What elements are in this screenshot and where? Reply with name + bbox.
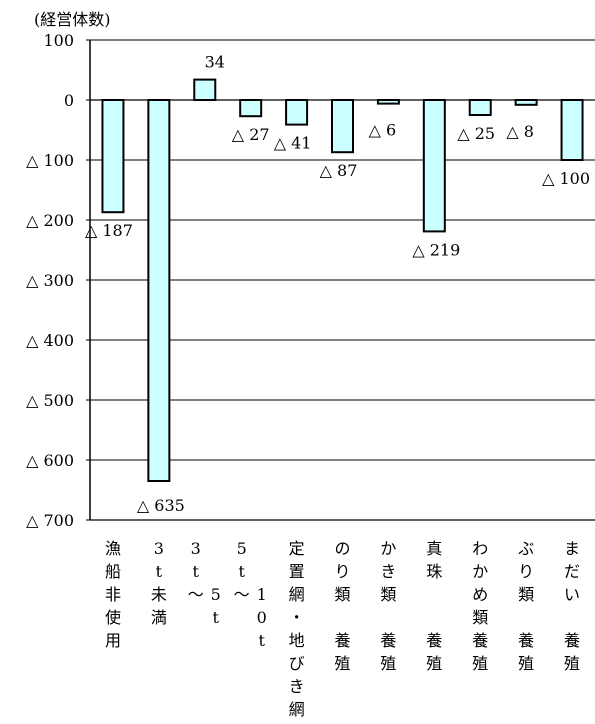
category-label-char: り <box>518 562 534 581</box>
category-label-char: 真 <box>426 539 442 558</box>
category-label-char: 養 <box>518 631 534 650</box>
category-label-char: 3 <box>154 539 164 558</box>
y-tick-label: △ 400 <box>26 331 74 350</box>
data-label: △ 41 <box>274 134 312 153</box>
category-label-char: 類 <box>334 585 350 604</box>
category-label-char: か <box>380 539 396 558</box>
category-label-char: 網 <box>289 700 305 719</box>
category-label-char: き <box>289 677 305 696</box>
category-label-char: き <box>380 562 396 581</box>
category-label-char: 〜 <box>188 585 204 604</box>
data-label: △ 27 <box>232 125 270 144</box>
bar <box>285 99 309 126</box>
category-label-char: 養 <box>426 631 442 650</box>
category-label-char: 殖 <box>380 654 396 673</box>
y-tick-label: △ 300 <box>26 271 74 290</box>
y-tick-label: △ 500 <box>26 391 74 410</box>
bar <box>193 78 217 101</box>
y-tick-label: 0 <box>64 91 74 110</box>
category-label-char: ぶ <box>518 539 534 558</box>
y-tick-label: △ 600 <box>26 451 74 470</box>
category-label-char: 定 <box>289 539 305 558</box>
category-label-char: 類 <box>472 608 488 627</box>
category-label-char: 使 <box>105 608 121 627</box>
category-label-char: 養 <box>380 631 396 650</box>
category-label-char: だ <box>564 562 580 581</box>
data-label: △ 8 <box>506 122 534 141</box>
category-label-char: 用 <box>105 631 121 650</box>
category-label-char: の <box>334 539 350 558</box>
data-label: △ 87 <box>320 161 358 180</box>
data-label: 34 <box>205 53 225 72</box>
category-label-char: 網 <box>289 585 305 604</box>
category-label-char: 0 <box>257 608 267 627</box>
data-label: △ 219 <box>412 240 460 259</box>
category-label-char: 非 <box>105 585 121 604</box>
category-label-char: び <box>289 654 305 673</box>
category-label-char: 5 <box>211 585 221 604</box>
category-label-char: め <box>472 585 488 604</box>
category-label-char: 養 <box>334 631 350 650</box>
y-tick-label: △ 200 <box>26 211 74 230</box>
category-label-char: 5 <box>237 539 247 558</box>
category-label-char: い <box>564 585 580 604</box>
y-tick-label: △ 100 <box>26 151 74 170</box>
data-label: △ 25 <box>457 124 495 143</box>
bar <box>422 99 446 233</box>
category-label-char: わ <box>472 539 488 558</box>
category-label-char: 3 <box>191 539 201 558</box>
bar <box>468 99 492 116</box>
data-label: △ 6 <box>369 121 397 140</box>
data-label: △ 187 <box>85 221 133 240</box>
category-label-char: 船 <box>105 562 121 581</box>
category-label-char: 満 <box>151 608 167 627</box>
category-label-char: t <box>156 562 163 581</box>
bar <box>376 99 400 105</box>
category-label-char: 漁 <box>105 539 121 558</box>
category-label-char: 1 <box>257 585 267 604</box>
category-label-char: 殖 <box>472 654 488 673</box>
bar <box>147 99 171 482</box>
category-label-char: 殖 <box>426 654 442 673</box>
y-tick-label: 100 <box>43 31 74 50</box>
y-axis-unit-label: (経営体数) <box>34 10 111 29</box>
bar <box>331 99 354 154</box>
category-label-char: 類 <box>518 585 534 604</box>
category-label-char: t <box>238 562 245 581</box>
category-label-char: 殖 <box>334 654 350 673</box>
y-tick-label: △ 700 <box>26 511 74 530</box>
category-label-char: 珠 <box>426 562 442 581</box>
category-label-char: 殖 <box>564 654 580 673</box>
category-label-char: か <box>472 562 488 581</box>
category-label-char: 置 <box>289 562 305 581</box>
bar <box>560 99 584 161</box>
bar <box>239 99 263 118</box>
category-label-char: t <box>193 562 200 581</box>
category-label-char: 養 <box>564 631 580 650</box>
data-label: △ 100 <box>542 169 590 188</box>
category-label-char: ・ <box>289 608 305 627</box>
category-label-char: t <box>213 608 220 627</box>
category-label-char: 〜 <box>234 585 250 604</box>
category-label-char: り <box>334 562 350 581</box>
category-label-char: 養 <box>472 631 488 650</box>
category-label-char: 殖 <box>518 654 534 673</box>
category-label-char: 地 <box>289 631 305 650</box>
bar <box>101 99 125 214</box>
bar <box>514 99 538 106</box>
category-label-char: 未 <box>151 585 167 604</box>
category-label-char: t <box>258 631 265 650</box>
data-label: △ 635 <box>137 496 185 515</box>
category-label-char: ま <box>564 539 580 558</box>
category-label-char: 類 <box>380 585 396 604</box>
